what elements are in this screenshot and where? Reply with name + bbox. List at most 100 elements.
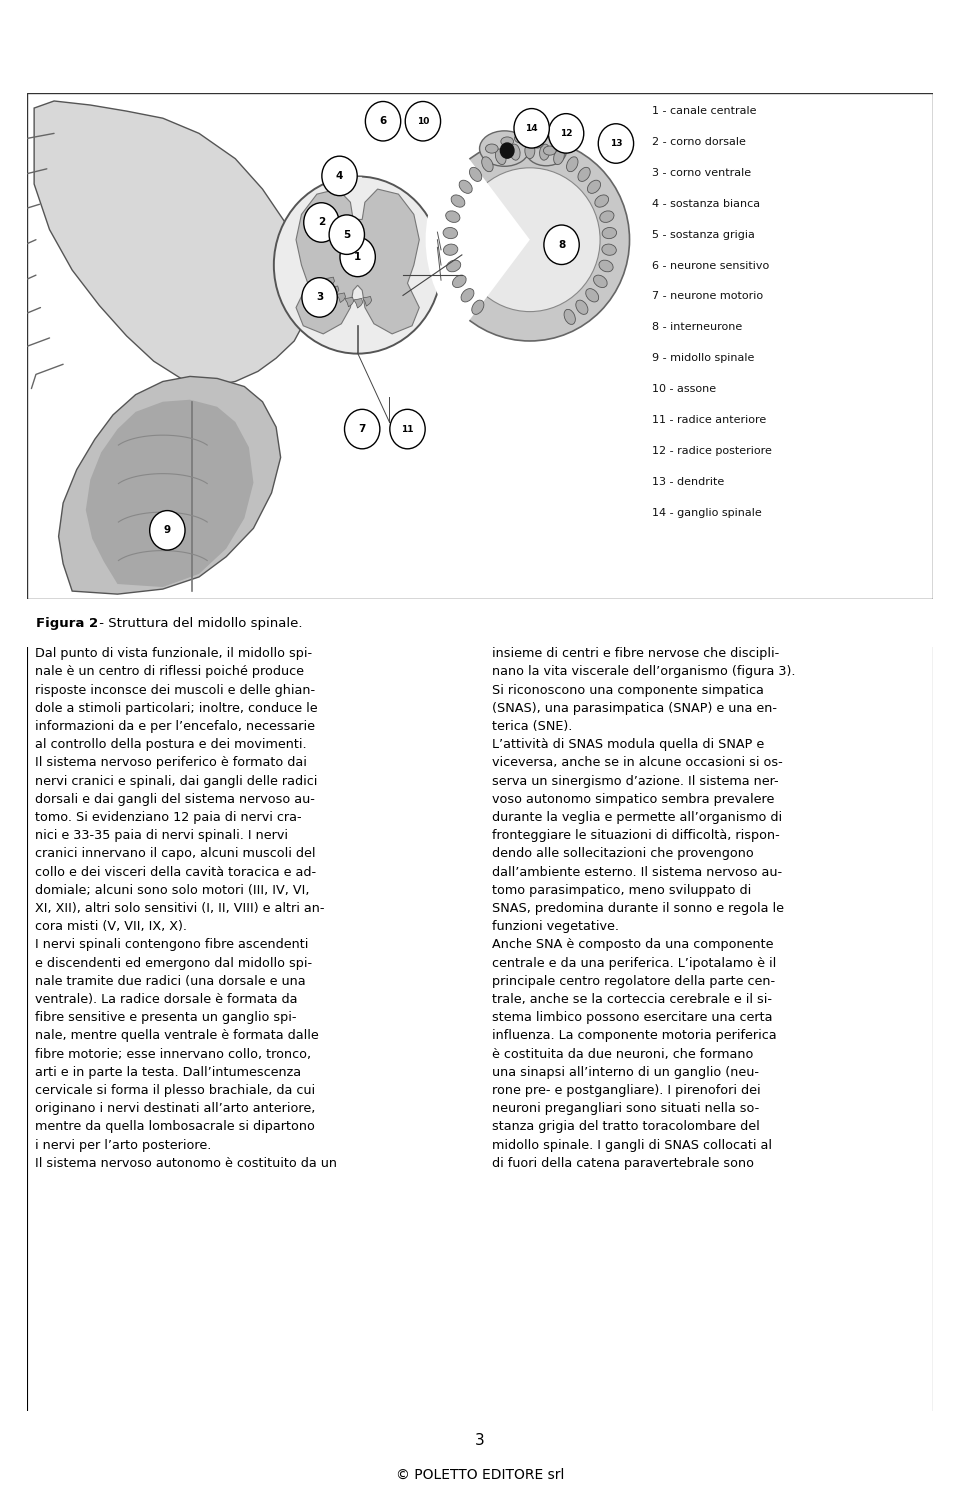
Circle shape: [548, 114, 584, 153]
Ellipse shape: [452, 276, 467, 288]
Ellipse shape: [515, 133, 527, 142]
Polygon shape: [35, 100, 312, 386]
Circle shape: [329, 214, 365, 255]
Polygon shape: [85, 400, 253, 587]
Ellipse shape: [595, 195, 609, 207]
Ellipse shape: [444, 244, 458, 255]
Circle shape: [340, 237, 375, 277]
Text: Dal punto di vista funzionale, il midollo spi-
nale è un centro di riflessi poic: Dal punto di vista funzionale, il midoll…: [35, 647, 337, 1170]
FancyBboxPatch shape: [27, 93, 933, 599]
Ellipse shape: [586, 289, 599, 303]
Ellipse shape: [482, 157, 493, 172]
Circle shape: [390, 409, 425, 449]
Polygon shape: [354, 298, 363, 309]
Text: 9 - midollo spinale: 9 - midollo spinale: [652, 354, 755, 363]
Text: Figura 2: Figura 2: [36, 617, 98, 631]
Text: 10 - assone: 10 - assone: [652, 383, 716, 394]
Text: 12 - radice posteriore: 12 - radice posteriore: [652, 446, 772, 455]
Ellipse shape: [600, 211, 614, 222]
Text: 11: 11: [401, 424, 414, 433]
Ellipse shape: [469, 168, 482, 181]
Circle shape: [351, 250, 364, 264]
Ellipse shape: [446, 261, 461, 271]
Ellipse shape: [480, 130, 529, 166]
Point: [352, 316, 364, 334]
Circle shape: [544, 225, 579, 265]
Ellipse shape: [564, 309, 575, 325]
Text: 8: 8: [558, 240, 565, 250]
Circle shape: [303, 202, 339, 243]
Polygon shape: [345, 297, 353, 307]
Polygon shape: [59, 376, 280, 595]
Circle shape: [405, 102, 441, 141]
Ellipse shape: [471, 300, 484, 315]
Ellipse shape: [543, 145, 556, 156]
Text: 4: 4: [336, 171, 344, 181]
Text: 6: 6: [379, 117, 387, 126]
Ellipse shape: [445, 211, 460, 222]
Ellipse shape: [525, 142, 535, 159]
Circle shape: [500, 142, 514, 159]
Circle shape: [345, 409, 380, 449]
Polygon shape: [337, 294, 346, 303]
Text: 2 - corno dorsale: 2 - corno dorsale: [652, 136, 746, 147]
Ellipse shape: [526, 135, 566, 166]
Ellipse shape: [578, 168, 590, 181]
Text: 10: 10: [417, 117, 429, 126]
Text: - Struttura del midollo spinale.: - Struttura del midollo spinale.: [95, 617, 302, 631]
Ellipse shape: [576, 300, 588, 315]
Text: 2: 2: [318, 217, 325, 228]
Circle shape: [514, 108, 549, 148]
Circle shape: [322, 156, 357, 196]
Ellipse shape: [501, 136, 514, 145]
Text: 12: 12: [560, 129, 572, 138]
Text: 1: 1: [354, 252, 361, 262]
Ellipse shape: [510, 144, 520, 160]
Ellipse shape: [540, 144, 550, 160]
Text: capitolo 4 - Come comunicano i neuroni - Sistema nervoso e neurotrasmettitori: capitolo 4 - Come comunicano i neuroni -…: [108, 55, 852, 73]
Ellipse shape: [461, 289, 474, 303]
Text: 3: 3: [475, 1432, 485, 1449]
Polygon shape: [353, 177, 362, 186]
Text: 4 - sostanza bianca: 4 - sostanza bianca: [652, 199, 760, 208]
Polygon shape: [363, 297, 372, 306]
Ellipse shape: [451, 195, 465, 207]
Text: 13: 13: [610, 139, 622, 148]
Ellipse shape: [486, 144, 498, 153]
Text: 14 - ganglio spinale: 14 - ganglio spinale: [652, 508, 762, 518]
Text: 3 - corno ventrale: 3 - corno ventrale: [652, 168, 752, 178]
Text: 7: 7: [358, 424, 366, 434]
Text: 13 - dendrite: 13 - dendrite: [652, 476, 725, 487]
Text: 6 - neurone sensitivo: 6 - neurone sensitivo: [652, 261, 769, 271]
Text: Medicina comportamentale del cane, del gatto e di nuovi animali da compagnia: Medicina comportamentale del cane, del g…: [78, 19, 882, 37]
Text: 7 - neurone motorio: 7 - neurone motorio: [652, 292, 763, 301]
Circle shape: [366, 102, 400, 141]
Polygon shape: [325, 277, 334, 286]
Ellipse shape: [588, 180, 601, 193]
Text: 5: 5: [343, 229, 350, 240]
Ellipse shape: [531, 139, 543, 148]
Ellipse shape: [444, 228, 458, 238]
Ellipse shape: [554, 148, 564, 165]
Ellipse shape: [602, 228, 616, 238]
Circle shape: [302, 277, 337, 318]
Ellipse shape: [593, 276, 607, 288]
Ellipse shape: [495, 148, 506, 165]
Circle shape: [598, 124, 634, 163]
Ellipse shape: [602, 244, 616, 255]
Ellipse shape: [599, 261, 613, 271]
Ellipse shape: [566, 157, 578, 172]
Wedge shape: [425, 150, 530, 330]
Text: 3: 3: [316, 292, 324, 303]
Text: insieme di centri e fibre nervose che discipli-
nano la vita viscerale dell’orga: insieme di centri e fibre nervose che di…: [492, 647, 795, 1170]
Ellipse shape: [459, 180, 472, 193]
Polygon shape: [296, 189, 420, 334]
Text: 1 - canale centrale: 1 - canale centrale: [652, 106, 756, 117]
Text: 8 - interneurone: 8 - interneurone: [652, 322, 742, 333]
Text: 5 - sostanza grigia: 5 - sostanza grigia: [652, 229, 756, 240]
Ellipse shape: [460, 168, 600, 312]
Polygon shape: [330, 286, 339, 295]
Circle shape: [150, 511, 185, 550]
Text: 11 - radice anteriore: 11 - radice anteriore: [652, 415, 766, 425]
Ellipse shape: [274, 177, 442, 354]
